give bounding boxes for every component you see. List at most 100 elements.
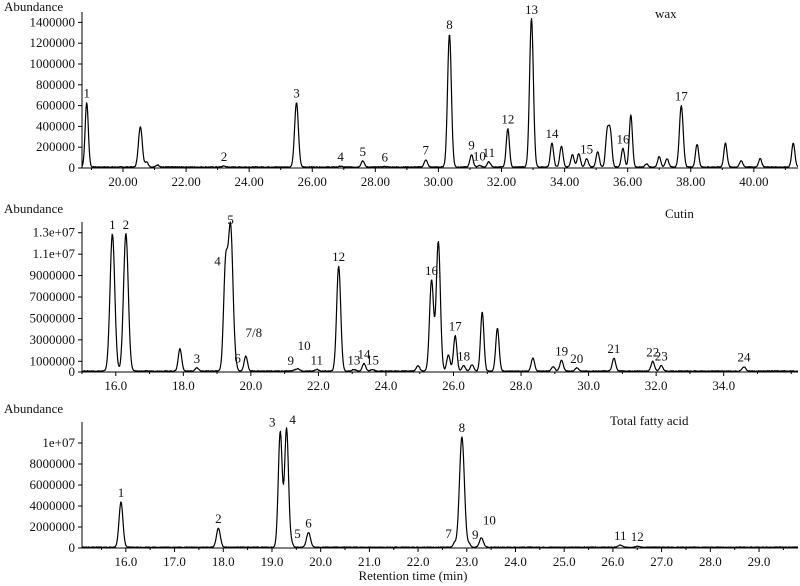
peak-label: 6 xyxy=(382,149,389,164)
peak-label: 15 xyxy=(366,352,379,367)
y-tick-label: 9000000 xyxy=(30,268,76,283)
x-tick-label: 22.00 xyxy=(171,174,200,189)
x-tick-label: 26.00 xyxy=(298,174,327,189)
peak-label: 13 xyxy=(525,2,538,17)
x-tick-label: 28.0 xyxy=(699,554,722,569)
peak-label: 12 xyxy=(631,529,644,544)
y-tick-label: 5000000 xyxy=(30,310,76,325)
peak-label: 18 xyxy=(457,349,470,364)
x-tick-label: 16.0 xyxy=(114,554,137,569)
peak-label: 16 xyxy=(425,263,439,278)
x-tick-label: 17.0 xyxy=(163,554,186,569)
peak-label: 12 xyxy=(332,249,345,264)
peak-label: 17 xyxy=(449,319,463,334)
y-tick-label: 400000 xyxy=(36,118,75,133)
x-tick-label: 28.0 xyxy=(510,378,533,393)
x-tick-label: 20.0 xyxy=(309,554,332,569)
peak-label: 5 xyxy=(294,526,301,541)
x-tick-label: 30.0 xyxy=(577,378,600,393)
y-axis-title: Abundance xyxy=(4,201,63,216)
y-tick-label: 800000 xyxy=(36,77,75,92)
y-tick-label: 8000000 xyxy=(30,456,76,471)
x-tick-label: 30.00 xyxy=(424,174,453,189)
panel-title: wax xyxy=(655,6,677,21)
x-tick-label: 20.00 xyxy=(108,174,137,189)
peak-label: 2 xyxy=(123,217,130,232)
peak-label: 1 xyxy=(118,485,125,500)
chromatogram-trace xyxy=(82,17,798,168)
y-tick-label: 1.1e+07 xyxy=(33,246,76,261)
peak-label: 4 xyxy=(214,253,221,268)
peak-label: 11 xyxy=(310,352,323,367)
x-tick-label: 36.00 xyxy=(613,174,642,189)
x-tick-label: 32.00 xyxy=(487,174,516,189)
peak-label: 3 xyxy=(194,351,201,366)
peak-label: 10 xyxy=(473,148,486,163)
y-tick-label: 0 xyxy=(69,364,76,379)
peak-label: 8 xyxy=(459,420,466,435)
y-tick-label: 2000000 xyxy=(30,519,76,534)
peak-label: 3 xyxy=(293,86,300,101)
x-tick-label: 32.0 xyxy=(645,378,668,393)
x-tick-label: 27.0 xyxy=(650,554,673,569)
x-tick-label: 18.0 xyxy=(172,378,195,393)
x-tick-label: 34.00 xyxy=(550,174,579,189)
y-tick-label: 600000 xyxy=(36,98,75,113)
peak-label: 8 xyxy=(446,17,453,32)
peak-label: 6 xyxy=(234,350,241,365)
peak-label: 2 xyxy=(221,149,228,164)
y-tick-label: 7000000 xyxy=(30,289,76,304)
x-tick-label: 26.0 xyxy=(602,554,625,569)
y-tick-label: 1.3e+07 xyxy=(33,225,76,240)
y-tick-label: 0 xyxy=(69,540,76,555)
x-tick-label: 40.00 xyxy=(739,174,768,189)
peak-label: 13 xyxy=(347,352,360,367)
chromatogram-trace xyxy=(82,221,798,372)
peak-label: 22 xyxy=(646,344,659,359)
x-tick-label: 26.0 xyxy=(442,378,465,393)
peak-label: 20 xyxy=(570,351,583,366)
peak-label: 16 xyxy=(616,131,630,146)
x-tick-label: 21.0 xyxy=(358,554,381,569)
x-tick-label: 16.0 xyxy=(104,378,127,393)
peak-label: 6 xyxy=(305,515,312,530)
x-tick-label: 34.0 xyxy=(712,378,735,393)
x-tick-label: 24.00 xyxy=(235,174,264,189)
y-tick-label: 3000000 xyxy=(30,332,76,347)
y-tick-label: 1000000 xyxy=(30,353,76,368)
y-axis-title: Abundance xyxy=(4,0,63,14)
peak-label: 5 xyxy=(227,212,234,227)
peak-label: 7 xyxy=(423,143,430,158)
y-tick-label: 1e+07 xyxy=(42,435,75,450)
y-tick-label: 0 xyxy=(69,160,76,175)
peak-label: 2 xyxy=(215,511,222,526)
peak-label: 12 xyxy=(501,112,514,127)
peak-label: 14 xyxy=(358,347,372,362)
chromatogram-trace xyxy=(82,427,798,548)
peak-label: 23 xyxy=(655,349,668,364)
y-tick-label: 6000000 xyxy=(30,477,76,492)
peak-label: 5 xyxy=(359,144,366,159)
peak-label: 7 xyxy=(445,526,452,541)
peak-label: 21 xyxy=(607,341,620,356)
x-tick-label: 23.0 xyxy=(455,554,478,569)
peak-label: 9 xyxy=(472,527,479,542)
x-tick-label: 38.00 xyxy=(676,174,705,189)
x-tick-label: 24.0 xyxy=(504,554,527,569)
peak-label: 11 xyxy=(614,528,627,543)
x-tick-label: 22.0 xyxy=(307,378,330,393)
peak-label: 9 xyxy=(288,353,295,368)
peak-label: 3 xyxy=(269,415,276,430)
peak-label: 19 xyxy=(555,343,568,358)
panel-title: Total fatty acid xyxy=(610,413,689,428)
peak-label: 11 xyxy=(483,145,496,160)
x-tick-label: 18.0 xyxy=(212,554,235,569)
y-tick-label: 1200000 xyxy=(30,35,76,50)
y-tick-label: 200000 xyxy=(36,139,75,154)
x-tick-label: 20.0 xyxy=(239,378,262,393)
peak-label: 4 xyxy=(337,149,344,164)
peak-label: 24 xyxy=(737,350,751,365)
